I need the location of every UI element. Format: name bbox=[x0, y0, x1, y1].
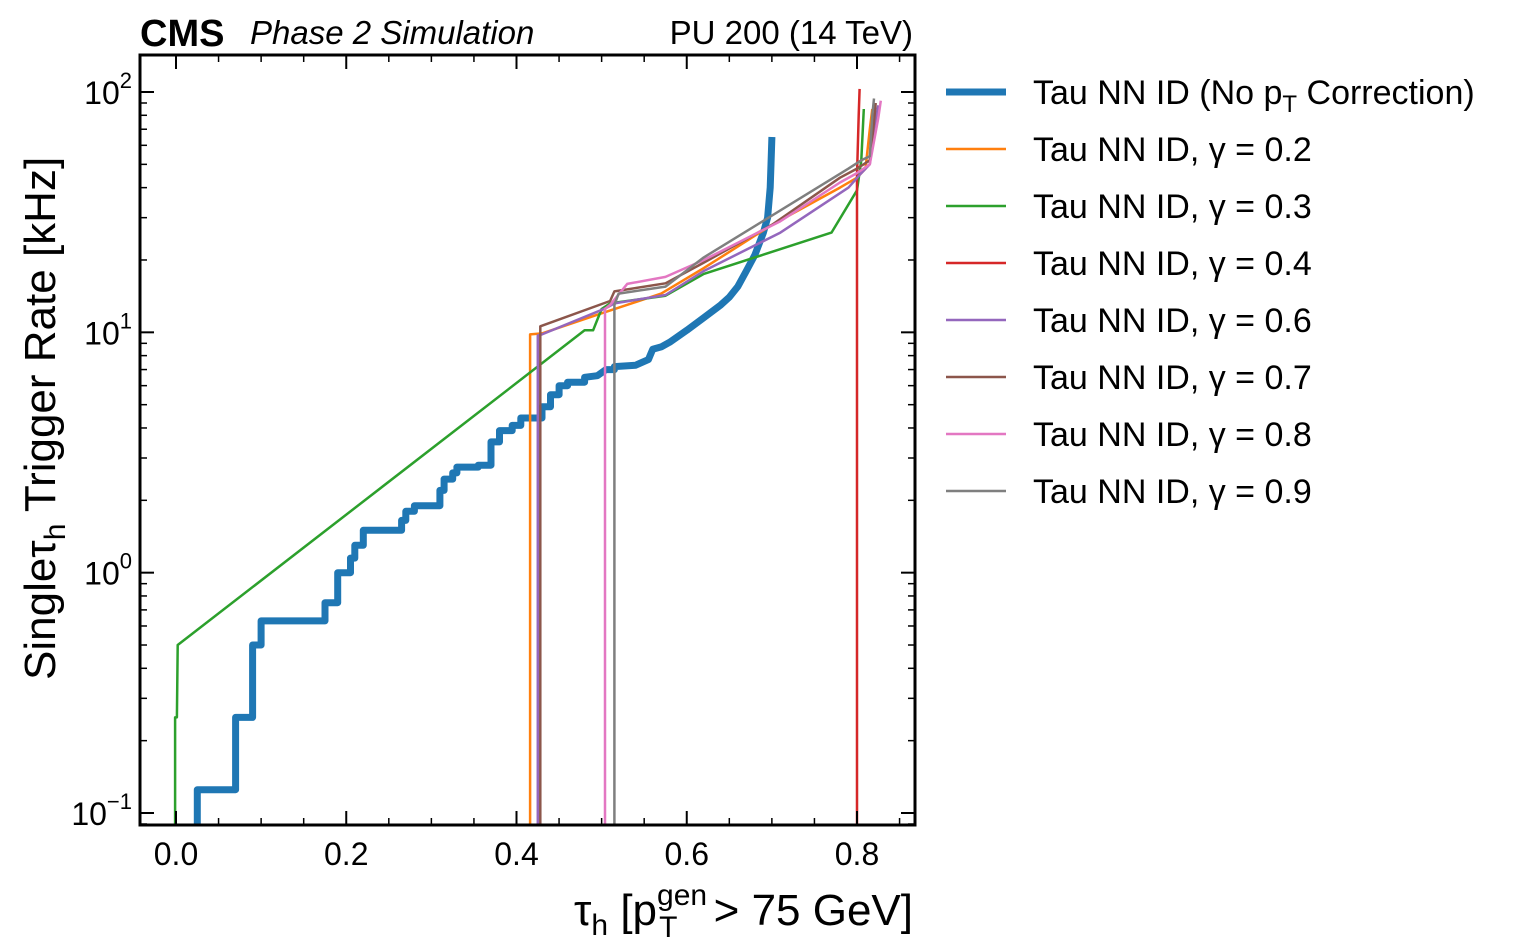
y-tick-label: 102 bbox=[84, 68, 132, 111]
plot-frame bbox=[138, 53, 917, 827]
series-line-4 bbox=[536, 105, 880, 825]
x-axis-label-rich: τh [pgen T > 75 GeV] bbox=[574, 879, 913, 944]
legend-label: Tau NN ID, γ = 0.7 bbox=[1033, 359, 1312, 397]
y-axis-label-group: Singleτh Trigger Rate [kHz] bbox=[16, 157, 72, 680]
legend-item: Tau NN ID, γ = 0.9 bbox=[946, 473, 1312, 511]
y-axis-label-rich: Singleτh Trigger Rate [kHz] bbox=[16, 157, 72, 680]
legend-label: Tau NN ID, γ = 0.3 bbox=[1033, 188, 1312, 226]
series-line-5 bbox=[539, 102, 877, 825]
legend-label: Tau NN ID, γ = 0.8 bbox=[1033, 416, 1312, 454]
legend-label: Tau NN ID, γ = 0.9 bbox=[1033, 473, 1312, 511]
series-line-6 bbox=[603, 100, 883, 825]
x-tick-label: 0.8 bbox=[835, 836, 879, 872]
legend-item: Tau NN ID (No pT Correction) bbox=[946, 74, 1475, 118]
lumi-label: PU 200 (14 TeV) bbox=[670, 14, 913, 51]
legend-label: Tau NN ID (No pT Correction) bbox=[1033, 74, 1475, 118]
experiment-label: CMS bbox=[140, 13, 224, 55]
x-axis-label-group: τh [pgen T > 75 GeV] bbox=[574, 879, 913, 944]
legend: Tau NN ID (No pT Correction) Tau NN ID, γ… bbox=[946, 74, 1475, 511]
x-tick-label: 0.2 bbox=[324, 836, 368, 872]
legend-item: Tau NN ID, γ = 0.6 bbox=[946, 302, 1312, 340]
legend-item: Tau NN ID, γ = 0.7 bbox=[946, 359, 1312, 397]
legend-item: Tau NN ID, γ = 0.4 bbox=[946, 245, 1312, 283]
series-line-3 bbox=[855, 88, 861, 825]
y-tick-label: 101 bbox=[84, 308, 132, 351]
x-tick-label: 0.6 bbox=[665, 836, 709, 872]
legend-item: Tau NN ID, γ = 0.2 bbox=[946, 131, 1312, 169]
legend-item: Tau NN ID, γ = 0.8 bbox=[946, 416, 1312, 454]
legend-label: Tau NN ID, γ = 0.4 bbox=[1033, 245, 1312, 283]
status-label: Phase 2 Simulation bbox=[250, 14, 534, 51]
y-tick-label: 100 bbox=[84, 549, 132, 592]
legend-label: Tau NN ID, γ = 0.2 bbox=[1033, 131, 1312, 169]
legend-label: Tau NN ID, γ = 0.6 bbox=[1033, 302, 1312, 340]
series-line-7 bbox=[613, 98, 876, 825]
series-line-1 bbox=[528, 108, 874, 825]
ticks-layer: 0.0 0.2 0.4 0.6 0.8 10−1 100 101 102 bbox=[71, 55, 915, 872]
x-tick-label: 0.4 bbox=[494, 836, 538, 872]
series-layer bbox=[173, 88, 883, 825]
legend-item: Tau NN ID, γ = 0.3 bbox=[946, 188, 1312, 226]
series-line-2 bbox=[173, 108, 866, 825]
series-line-0 bbox=[193, 136, 776, 825]
x-tick-label: 0.0 bbox=[154, 836, 198, 872]
y-tick-label: 10−1 bbox=[71, 789, 132, 832]
